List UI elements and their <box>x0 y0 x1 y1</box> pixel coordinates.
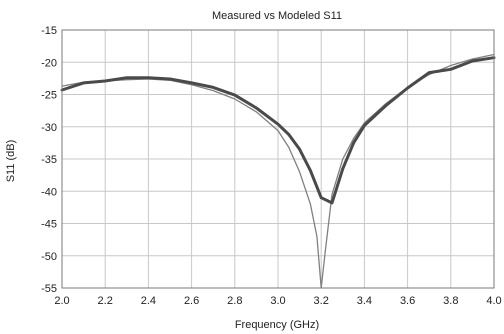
x-tick-label: 2.4 <box>141 295 156 307</box>
plot-frame <box>61 29 495 289</box>
x-tick-label: 3.4 <box>357 295 372 307</box>
x-tick-label: 2.0 <box>54 295 69 307</box>
y-tick-label: -55 <box>41 283 57 295</box>
y-tick-label: -25 <box>41 90 57 102</box>
y-tick-labels: -15 -20 -25 -30 -35 -40 -45 -50 -55 <box>41 25 57 295</box>
y-tick-label: -20 <box>41 57 57 69</box>
grid <box>61 29 495 289</box>
x-axis-title: Frequency (GHz) <box>235 319 319 331</box>
y-tick-label: -45 <box>41 219 57 231</box>
x-tick-label: 4.0 <box>486 295 501 307</box>
x-tick-label: 2.6 <box>184 295 199 307</box>
series-line-thick <box>60 56 496 205</box>
x-tick-label: 3.2 <box>314 295 329 307</box>
y-tick-label: -40 <box>41 186 57 198</box>
y-axis-title: S11 (dB) <box>5 140 17 183</box>
y-tick-label: -15 <box>41 25 57 37</box>
y-tick-label: -35 <box>41 154 57 166</box>
y-tick-label: -50 <box>41 251 57 263</box>
series-layer <box>60 53 496 289</box>
x-tick-label: 2.8 <box>227 295 242 307</box>
x-tick-label: 2.2 <box>98 295 113 307</box>
x-tick-label: 3.6 <box>400 295 415 307</box>
x-tick-label: 3.8 <box>443 295 458 307</box>
chart-title: Measured vs Modeled S11 <box>212 10 342 22</box>
y-tick-label: -30 <box>41 122 57 134</box>
x-tick-labels: 2.0 2.2 2.4 2.6 2.8 3.0 3.2 3.4 3.6 3.8 4.0 <box>54 295 501 307</box>
x-tick-label: 3.0 <box>270 295 285 307</box>
